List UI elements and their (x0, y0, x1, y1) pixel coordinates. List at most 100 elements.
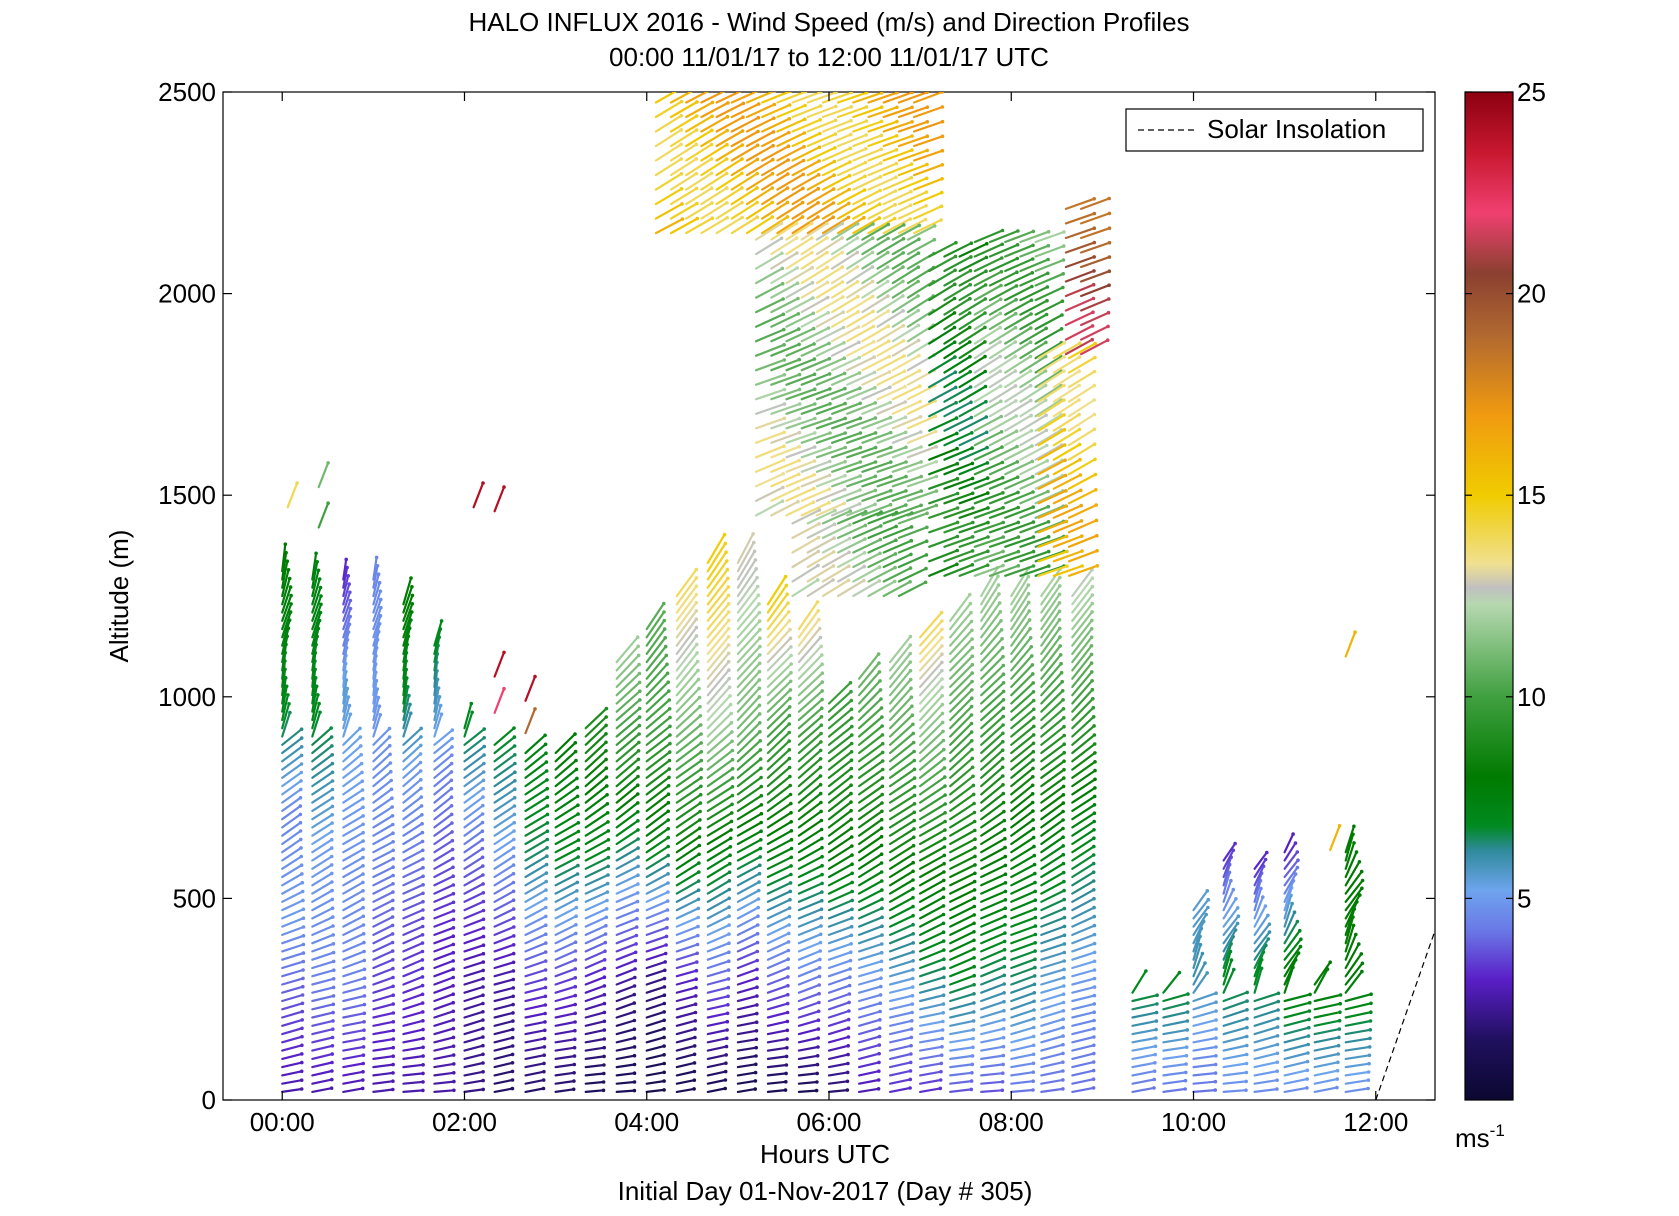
wind-barb (554, 1079, 576, 1085)
wind-barb-head (451, 1000, 456, 1005)
wind-barb (433, 830, 454, 846)
wind-barb (463, 1026, 485, 1036)
wind-barb-head (755, 1011, 759, 1016)
wind-barb-head (330, 906, 335, 910)
wind-barb-shaft (645, 602, 665, 631)
wind-barb-shaft (645, 610, 666, 639)
wind-barb-head (785, 1028, 790, 1033)
wind-barb-shaft (342, 762, 363, 779)
wind-barb (372, 778, 394, 796)
wind-barb (281, 959, 306, 970)
wind-barb-shaft (281, 864, 303, 879)
wind-barb-shaft (675, 1044, 696, 1052)
wind-barb-shaft (281, 821, 302, 837)
wind-barb-shaft (402, 908, 424, 920)
wind-barb (766, 739, 791, 763)
wind-barb-head (1213, 1088, 1217, 1092)
wind-barb (706, 776, 735, 796)
wind-barb-shaft (736, 712, 761, 738)
wind-barb-head (817, 983, 821, 987)
wind-barb (766, 627, 792, 656)
wind-barb-shaft (342, 1078, 364, 1085)
wind-barb-head (759, 784, 764, 789)
wind-barb-head (970, 756, 975, 761)
wind-barb-shaft (675, 1011, 697, 1019)
wind-barb-shaft (402, 676, 408, 705)
wind-barb-head (1092, 819, 1096, 824)
wind-barb-shaft (675, 827, 701, 846)
wind-barb (463, 1035, 485, 1044)
wind-barb (615, 984, 637, 994)
wind-barbs (281, 92, 1373, 1094)
wind-barb (675, 584, 699, 614)
wind-barb (402, 839, 425, 854)
wind-barb-head (727, 959, 731, 963)
wind-barb-shaft (554, 821, 580, 837)
wind-barb-head (759, 793, 764, 798)
wind-barb-head (1092, 932, 1097, 937)
wind-barb-head (1153, 1044, 1158, 1049)
wind-barb-shaft (463, 909, 485, 920)
wind-barb-shaft (554, 1071, 576, 1077)
wind-barb (311, 1002, 336, 1011)
wind-barb-head (391, 865, 395, 869)
wind-barb-head (299, 745, 304, 749)
wind-barb (342, 1061, 366, 1069)
wind-barb-shaft (281, 934, 305, 945)
wind-barb (493, 871, 516, 887)
wind-barb-head (1229, 878, 1233, 883)
wind-barb-shaft (706, 837, 732, 854)
wind-barb (463, 993, 485, 1003)
wind-barb-shaft (554, 923, 578, 937)
wind-barb-shaft (281, 577, 291, 606)
wind-barb-head (723, 1086, 727, 1091)
wind-barb (402, 711, 413, 738)
wind-barb-shaft (281, 771, 303, 788)
wind-barb-shaft (766, 645, 793, 672)
wind-barb-shaft (797, 966, 821, 978)
wind-barb-shaft (675, 952, 699, 961)
wind-barb-head (696, 879, 701, 883)
wind-barb-head (1292, 910, 1297, 914)
wind-barb (797, 662, 824, 689)
wind-barb-shaft (736, 1046, 758, 1052)
wind-barb-head (1184, 1045, 1189, 1049)
wind-barb-head (941, 921, 946, 926)
wind-barb (281, 770, 304, 788)
wind-barb-head (662, 1088, 666, 1092)
wind-barb-head (419, 743, 423, 748)
wind-barb (463, 701, 474, 730)
wind-barb-head (879, 852, 884, 856)
wind-barb (706, 757, 735, 779)
wind-barb-shaft (493, 838, 515, 854)
wind-barb (615, 723, 642, 746)
wind-barb-shaft (554, 838, 580, 854)
wind-barb-head (1092, 836, 1096, 840)
wind-barb-head (1092, 993, 1097, 998)
wind-barb (554, 758, 578, 779)
wind-barb-head (1275, 1025, 1280, 1029)
wind-barb-head (409, 576, 413, 580)
wind-barb-shaft (281, 1018, 304, 1027)
wind-barb-shaft (372, 1011, 395, 1019)
wind-barb (675, 826, 702, 846)
wind-barb-shaft (857, 1035, 881, 1044)
wind-barb-head (730, 739, 734, 744)
wind-barb-shaft (675, 643, 698, 672)
wind-barb-shaft (675, 750, 703, 771)
wind-barb-head (1092, 1002, 1097, 1006)
wind-barb-head (911, 932, 915, 936)
wind-barb-shaft (706, 1062, 728, 1069)
wind-barb-head (757, 871, 762, 876)
wind-barb-shaft (797, 924, 823, 937)
wind-barb-head (1032, 853, 1037, 858)
wind-barb-shaft (766, 1088, 787, 1094)
wind-barb-head (545, 854, 549, 858)
wind-barb-shaft (311, 907, 334, 920)
wind-barb-head (606, 873, 610, 877)
wind-barb-shaft (736, 628, 762, 656)
wind-barb-shaft (675, 669, 700, 697)
wind-barb-shaft (706, 1028, 729, 1036)
wind-barb-shaft (281, 917, 305, 928)
wind-barb-head (1003, 923, 1007, 927)
